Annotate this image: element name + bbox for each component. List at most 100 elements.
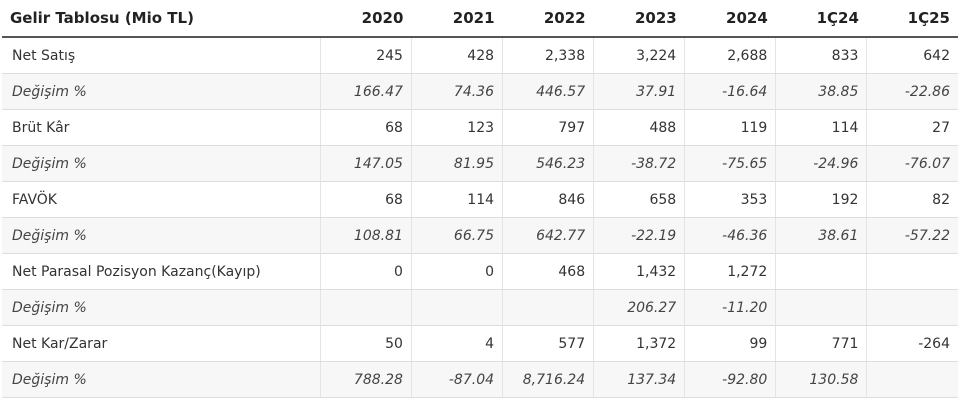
table-cell: 166.47 bbox=[319, 73, 412, 110]
table-cell: -11.20 bbox=[684, 289, 776, 326]
table-cell bbox=[775, 253, 867, 290]
table-cell: -87.04 bbox=[410, 361, 503, 398]
table-row: Değişim % 788.28 -87.04 8,716.24 137.34 … bbox=[2, 361, 958, 398]
table-cell: 108.81 bbox=[319, 217, 412, 254]
table-cell bbox=[866, 289, 958, 326]
row-label: Değişim % bbox=[2, 145, 321, 182]
table-cell: 38.61 bbox=[775, 217, 867, 254]
table-cell: 1,272 bbox=[684, 253, 776, 290]
table-cell: 114 bbox=[775, 109, 867, 146]
table-cell: 27 bbox=[866, 109, 958, 146]
table-cell: 546.23 bbox=[502, 145, 594, 182]
table-cell: -22.19 bbox=[593, 217, 685, 254]
header-row: Gelir Tablosu (Mio TL) 2020 2021 2022 20… bbox=[2, 0, 958, 38]
table-row: Değişim % 108.81 66.75 642.77 -22.19 -46… bbox=[2, 217, 958, 254]
table-cell: 68 bbox=[319, 181, 412, 218]
table-cell: -46.36 bbox=[684, 217, 776, 254]
table-row: Net Kar/Zarar 50 4 577 1,372 99 771 -264 bbox=[2, 325, 958, 362]
table-cell: 74.36 bbox=[410, 73, 503, 110]
table-cell: 3,224 bbox=[593, 37, 685, 74]
table-cell: 0 bbox=[319, 253, 412, 290]
table-row: Değişim % 206.27 -11.20 bbox=[2, 289, 958, 326]
table-cell: 658 bbox=[593, 181, 685, 218]
table-cell bbox=[866, 361, 958, 398]
table-row: Değişim % 166.47 74.36 446.57 37.91 -16.… bbox=[2, 73, 958, 110]
table-cell: 37.91 bbox=[593, 73, 685, 110]
row-label: Net Parasal Pozisyon Kazanç(Kayıp) bbox=[2, 253, 321, 290]
table-cell: 206.27 bbox=[593, 289, 685, 326]
table-cell: 192 bbox=[775, 181, 867, 218]
table-row: FAVÖK 68 114 846 658 353 192 82 bbox=[2, 181, 958, 218]
table-cell bbox=[866, 253, 958, 290]
row-label: FAVÖK bbox=[2, 181, 321, 218]
table-cell: 82 bbox=[866, 181, 958, 218]
table-cell: -75.65 bbox=[684, 145, 776, 182]
table-cell: -24.96 bbox=[775, 145, 867, 182]
table-cell bbox=[410, 289, 503, 326]
table-cell: -92.80 bbox=[684, 361, 776, 398]
column-header: 1Ç24 bbox=[775, 0, 867, 38]
table-cell: -76.07 bbox=[866, 145, 958, 182]
table-cell: 137.34 bbox=[593, 361, 685, 398]
table-cell: 81.95 bbox=[410, 145, 503, 182]
column-header: 2024 bbox=[684, 0, 776, 38]
row-label: Değişim % bbox=[2, 217, 321, 254]
table-cell: 147.05 bbox=[319, 145, 412, 182]
table-cell: 99 bbox=[684, 325, 776, 362]
table-cell: 1,432 bbox=[593, 253, 685, 290]
table-cell: 4 bbox=[410, 325, 503, 362]
column-header: 2022 bbox=[502, 0, 594, 38]
column-header: 1Ç25 bbox=[866, 0, 958, 38]
table-cell: 119 bbox=[684, 109, 776, 146]
row-label: Net Satış bbox=[2, 37, 321, 74]
row-label: Brüt Kâr bbox=[2, 109, 321, 146]
table-cell: 446.57 bbox=[502, 73, 594, 110]
table-cell: 833 bbox=[775, 37, 867, 74]
table-cell: 2,688 bbox=[684, 37, 776, 74]
table-cell bbox=[319, 289, 412, 326]
table-cell: 130.58 bbox=[775, 361, 867, 398]
table-cell: 577 bbox=[502, 325, 594, 362]
row-label: Net Kar/Zarar bbox=[2, 325, 321, 362]
table-cell: 488 bbox=[593, 109, 685, 146]
table-cell: 428 bbox=[410, 37, 503, 74]
table-row: Net Satış 245 428 2,338 3,224 2,688 833 … bbox=[2, 37, 958, 74]
table-row: Net Parasal Pozisyon Kazanç(Kayıp) 0 0 4… bbox=[2, 253, 958, 290]
table-cell: 245 bbox=[319, 37, 412, 74]
table-cell: 123 bbox=[410, 109, 503, 146]
table-cell: 846 bbox=[502, 181, 594, 218]
table-cell: -57.22 bbox=[866, 217, 958, 254]
column-header: 2023 bbox=[593, 0, 685, 38]
row-label: Değişim % bbox=[2, 361, 321, 398]
column-header: 2021 bbox=[411, 0, 503, 38]
table-cell: 797 bbox=[502, 109, 594, 146]
table-cell: 1,372 bbox=[593, 325, 685, 362]
table-cell: 353 bbox=[684, 181, 776, 218]
table-cell: 468 bbox=[502, 253, 594, 290]
table-cell: -38.72 bbox=[593, 145, 685, 182]
table-cell: -16.64 bbox=[684, 73, 776, 110]
table-row: Değişim % 147.05 81.95 546.23 -38.72 -75… bbox=[2, 145, 958, 182]
table-cell: 8,716.24 bbox=[502, 361, 594, 398]
table-cell: 642.77 bbox=[502, 217, 594, 254]
table-cell: 114 bbox=[410, 181, 503, 218]
table-cell: 0 bbox=[410, 253, 503, 290]
table-cell: 788.28 bbox=[319, 361, 412, 398]
table-cell: -264 bbox=[866, 325, 958, 362]
table-cell: 771 bbox=[775, 325, 867, 362]
table-cell: 68 bbox=[319, 109, 412, 146]
table-cell: 642 bbox=[866, 37, 958, 74]
table-cell bbox=[502, 289, 594, 326]
table-cell: -22.86 bbox=[866, 73, 958, 110]
table-body: Net Satış 245 428 2,338 3,224 2,688 833 … bbox=[2, 37, 958, 398]
row-label: Değişim % bbox=[2, 73, 321, 110]
table-title: Gelir Tablosu (Mio TL) bbox=[2, 0, 321, 38]
row-label: Değişim % bbox=[2, 289, 321, 326]
table-cell: 38.85 bbox=[775, 73, 867, 110]
table-cell: 2,338 bbox=[502, 37, 594, 74]
column-header: 2020 bbox=[320, 0, 412, 38]
table-cell: 66.75 bbox=[410, 217, 503, 254]
table-cell: 50 bbox=[319, 325, 412, 362]
table-cell bbox=[775, 289, 867, 326]
